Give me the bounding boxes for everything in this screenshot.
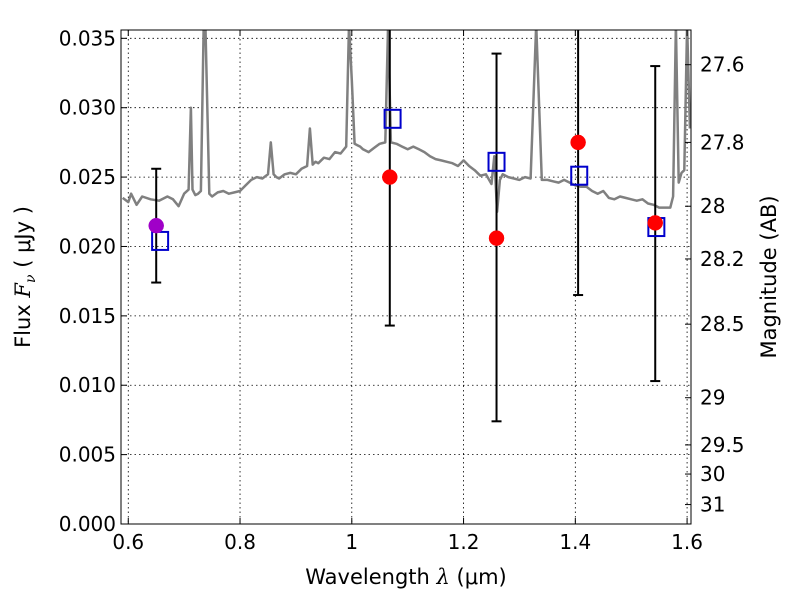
observed-point: [382, 169, 398, 185]
x-tick-label: 1.2: [448, 530, 480, 554]
y-tick-label: 0.010: [59, 373, 116, 397]
x-tick-label: 1.4: [559, 530, 591, 554]
x-tick-label: 0.6: [112, 530, 144, 554]
observed-point: [148, 217, 164, 234]
y2-tick-label: 30: [700, 462, 725, 486]
x-tick-label: 0.8: [224, 530, 256, 554]
y2-tick-label: 28.5: [700, 312, 745, 336]
y-tick-label: 0.035: [59, 26, 116, 50]
observed-point: [647, 215, 663, 231]
x-tick-label: 1: [345, 530, 358, 554]
y-tick-label: 0.015: [59, 304, 116, 328]
y-axis-label: Flux Fν ( μJy ): [11, 206, 39, 348]
model-point-square: [383, 108, 402, 129]
model-point-square: [570, 165, 589, 186]
y2-axis-label: Magnitude (AB): [757, 195, 781, 358]
observed-point: [488, 230, 505, 246]
y2-tick-label: 28.2: [700, 247, 745, 271]
y-tick-label: 0.030: [59, 96, 116, 120]
axis-ticks: 0.6 0.8 1 1.2 1.4 1.6 0.000 0.005 0.010 0.015 0.02…: [59, 26, 745, 554]
y2-tick-label: 28: [700, 194, 725, 218]
x-axis-label: Wavelength λ (μm): [305, 565, 506, 589]
y-tick-label: 0.020: [59, 234, 116, 258]
y2-tick-label: 27.6: [700, 53, 745, 77]
y2-tick-label: 27.8: [700, 130, 745, 154]
observed-point: [570, 134, 586, 151]
y2-tick-label: 29: [700, 386, 725, 410]
plot-area: [121, 30, 691, 423]
y-tick-label: 0.005: [59, 443, 116, 467]
model-point-square: [487, 151, 506, 172]
y-tick-label: 0.000: [59, 512, 116, 536]
y2-tick-label: 29.5: [700, 433, 745, 457]
y2-tick-label: 31: [700, 493, 725, 517]
plot-frame: [120, 29, 692, 525]
x-tick-label: 1.6: [671, 530, 703, 554]
y-tick-label: 0.025: [59, 165, 116, 189]
